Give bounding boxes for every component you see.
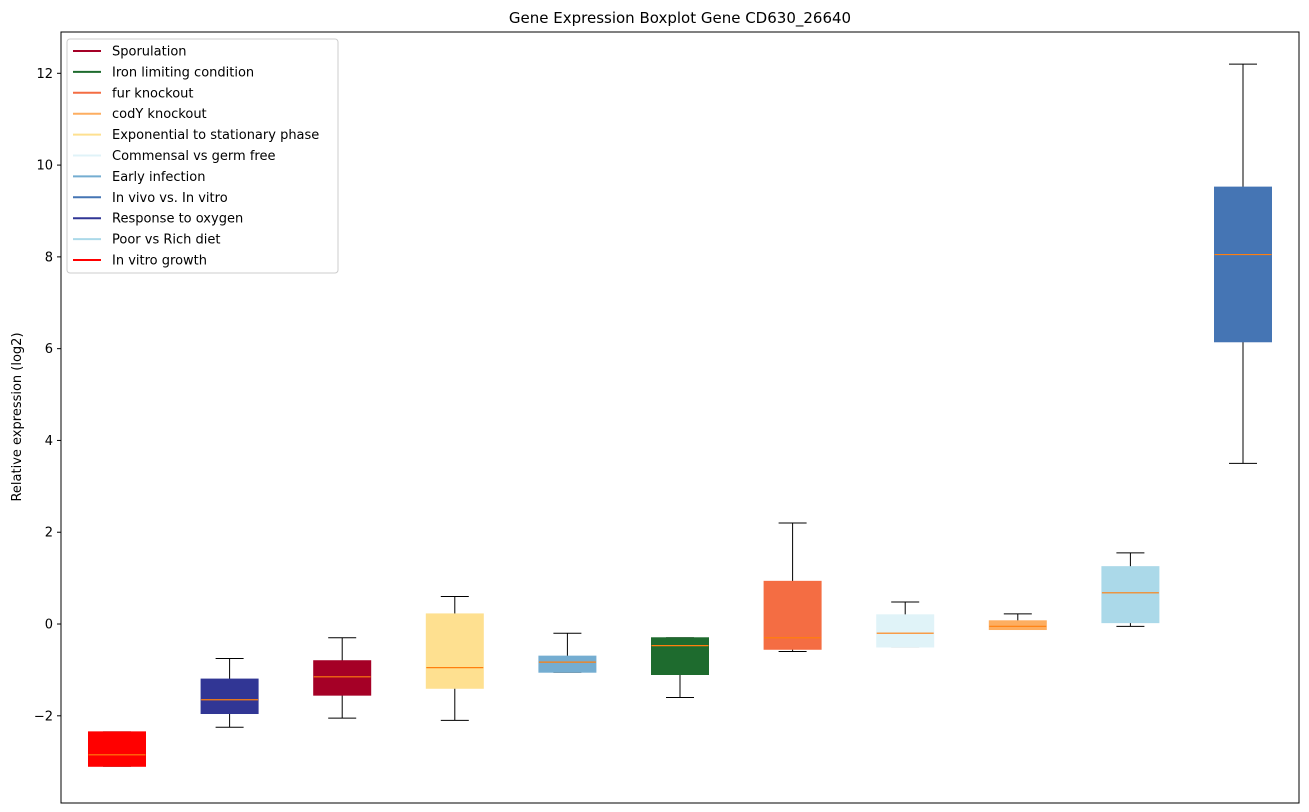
y-tick-label: 4 — [45, 434, 53, 449]
y-tick-label: 10 — [36, 159, 53, 174]
box-4 — [425, 595, 484, 721]
y-tick-label: 8 — [45, 250, 53, 265]
box-body — [988, 620, 1047, 631]
box-body — [1214, 186, 1272, 343]
box-2 — [200, 657, 259, 728]
box-3 — [313, 637, 372, 719]
y-tick-label: 0 — [45, 618, 53, 633]
legend-label: fur knockout — [112, 86, 194, 101]
box-body — [88, 731, 146, 767]
box-body — [651, 637, 709, 675]
box-9 — [988, 613, 1047, 631]
legend-label: Commensal vs germ free — [112, 149, 275, 164]
box-10 — [1101, 552, 1160, 627]
chart-title: Gene Expression Boxplot Gene CD630_26640 — [509, 9, 851, 28]
legend-label: Sporulation — [112, 45, 187, 60]
y-tick-label: 6 — [45, 342, 53, 357]
legend-label: Exponential to stationary phase — [112, 128, 319, 143]
box-7 — [763, 522, 822, 653]
legend-label: In vivo vs. In vitro — [112, 191, 228, 206]
legend: Sporulation Iron limiting condition fur kn… — [66, 38, 339, 274]
box-1 — [88, 731, 146, 767]
legend-label: Early infection — [112, 170, 205, 185]
y-tick-label: −2 — [34, 709, 53, 724]
box-body — [763, 580, 822, 650]
box-body — [538, 655, 597, 673]
legend-label: Response to oxygen — [112, 212, 243, 227]
box-8 — [876, 601, 935, 648]
box-body — [200, 678, 259, 715]
box-body — [313, 660, 372, 696]
y-tick-label: 2 — [45, 526, 53, 541]
box-body — [425, 613, 484, 689]
y-axis-label: Relative expression (log2) — [10, 332, 25, 501]
y-axis-ticks: −2 0 2 4 6 8 10 12 — [34, 67, 61, 724]
box-body — [876, 614, 935, 648]
legend-label: Iron limiting condition — [112, 65, 254, 80]
legend-label: In vitro growth — [112, 254, 207, 269]
legend-label: Poor vs Rich diet — [112, 233, 220, 248]
box-11 — [1214, 63, 1272, 464]
box-6 — [651, 637, 709, 698]
plot-area-frame — [60, 31, 1300, 804]
legend-label: codY knockout — [112, 107, 207, 122]
legend-frame — [66, 38, 339, 274]
box-body — [1101, 566, 1160, 624]
box-series — [88, 63, 1272, 767]
box-5 — [538, 632, 597, 673]
y-tick-label: 12 — [36, 67, 53, 82]
